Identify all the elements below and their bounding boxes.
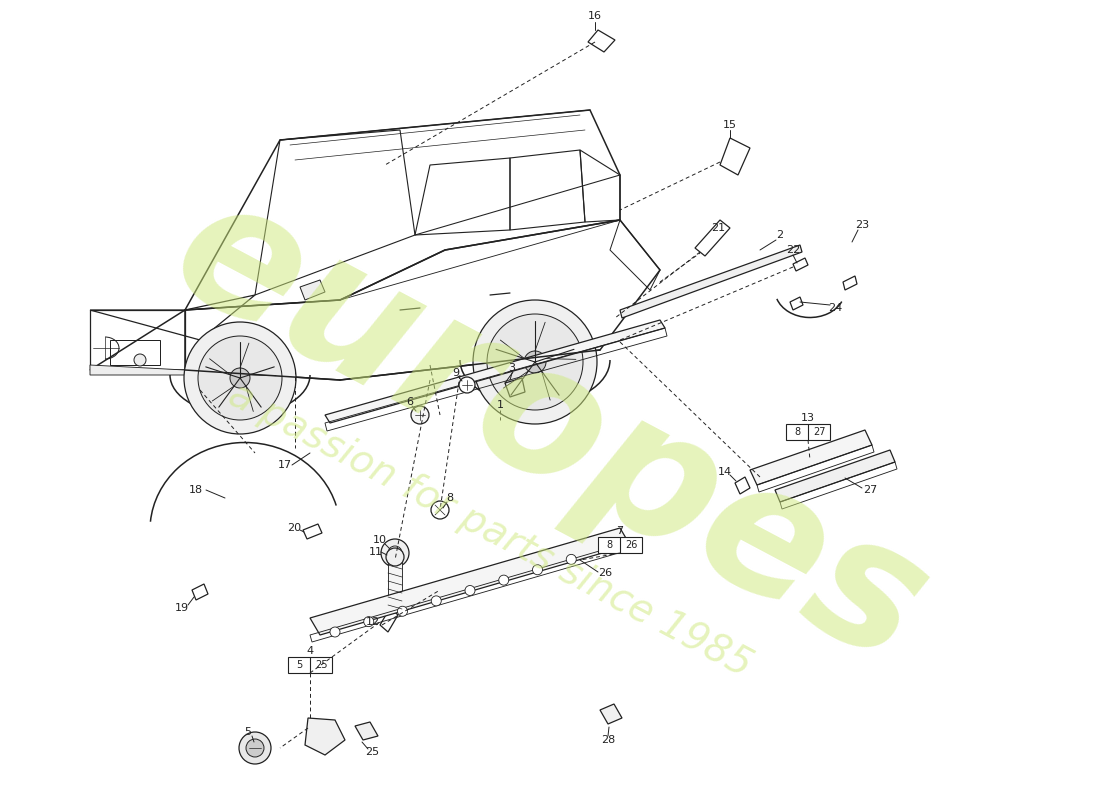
Circle shape xyxy=(431,596,441,606)
Text: 9: 9 xyxy=(452,368,460,378)
Text: 8: 8 xyxy=(794,427,800,437)
Text: 8: 8 xyxy=(447,493,453,503)
Circle shape xyxy=(498,575,508,585)
Circle shape xyxy=(487,314,583,410)
Text: 14: 14 xyxy=(718,467,733,477)
Text: 13: 13 xyxy=(801,413,815,423)
Polygon shape xyxy=(776,450,895,502)
Text: 21: 21 xyxy=(711,223,725,233)
Circle shape xyxy=(239,732,271,764)
Text: europes: europes xyxy=(145,159,955,701)
Circle shape xyxy=(459,377,475,393)
Polygon shape xyxy=(750,430,872,485)
Circle shape xyxy=(600,544,610,554)
Circle shape xyxy=(431,501,449,519)
Bar xyxy=(786,424,830,440)
Text: 5: 5 xyxy=(244,727,252,737)
Polygon shape xyxy=(90,365,185,375)
Text: 28: 28 xyxy=(601,735,615,745)
Polygon shape xyxy=(355,722,378,740)
Circle shape xyxy=(230,368,250,388)
Circle shape xyxy=(134,354,146,366)
Polygon shape xyxy=(310,528,630,635)
Polygon shape xyxy=(388,560,401,610)
Circle shape xyxy=(532,565,542,574)
Text: 27: 27 xyxy=(813,427,825,437)
Text: 10: 10 xyxy=(373,535,387,545)
Text: 7: 7 xyxy=(616,526,624,536)
Text: 19: 19 xyxy=(175,603,189,613)
Polygon shape xyxy=(305,718,345,755)
Text: 24: 24 xyxy=(828,303,843,313)
Text: 26: 26 xyxy=(625,540,637,550)
Text: 25: 25 xyxy=(365,747,380,757)
Bar xyxy=(598,537,642,553)
Circle shape xyxy=(524,351,546,373)
Text: 6: 6 xyxy=(407,397,414,407)
Text: 22: 22 xyxy=(785,245,800,255)
Text: 3: 3 xyxy=(508,363,516,373)
Text: 8: 8 xyxy=(606,540,612,550)
Text: 17: 17 xyxy=(278,460,293,470)
Bar xyxy=(288,657,332,673)
Text: 11: 11 xyxy=(368,547,383,557)
Circle shape xyxy=(330,627,340,637)
Circle shape xyxy=(411,406,429,424)
Circle shape xyxy=(397,606,407,616)
Circle shape xyxy=(184,322,296,434)
Polygon shape xyxy=(90,310,185,370)
Circle shape xyxy=(566,554,576,564)
Polygon shape xyxy=(600,704,621,724)
Text: 1: 1 xyxy=(496,400,504,410)
Text: 25: 25 xyxy=(315,660,328,670)
Circle shape xyxy=(388,546,401,560)
Polygon shape xyxy=(300,280,324,300)
Text: 18: 18 xyxy=(189,485,204,495)
Circle shape xyxy=(381,539,409,567)
Circle shape xyxy=(465,586,475,595)
Text: a passion for parts since 1985: a passion for parts since 1985 xyxy=(222,375,758,685)
Text: 12: 12 xyxy=(366,617,381,627)
Text: 20: 20 xyxy=(287,523,301,533)
Text: 5: 5 xyxy=(296,660,303,670)
Text: 2: 2 xyxy=(777,230,783,240)
Text: 23: 23 xyxy=(855,220,869,230)
Polygon shape xyxy=(620,245,802,318)
Text: 4: 4 xyxy=(307,646,314,656)
Circle shape xyxy=(246,739,264,757)
Polygon shape xyxy=(324,320,666,423)
Text: 27: 27 xyxy=(862,485,877,495)
Circle shape xyxy=(364,617,374,626)
Text: 26: 26 xyxy=(598,568,612,578)
Circle shape xyxy=(473,300,597,424)
Text: 16: 16 xyxy=(588,11,602,21)
Circle shape xyxy=(386,548,404,566)
Circle shape xyxy=(198,336,282,420)
Text: 15: 15 xyxy=(723,120,737,130)
